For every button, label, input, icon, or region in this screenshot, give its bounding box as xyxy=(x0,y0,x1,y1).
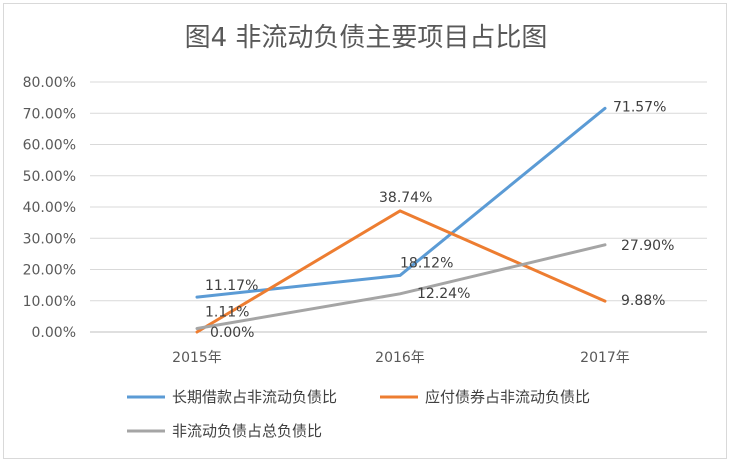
y-tick-label: 70.00% xyxy=(23,106,76,122)
y-tick-label: 10.00% xyxy=(23,294,76,310)
gridlines xyxy=(90,81,707,333)
y-tick-label: 30.00% xyxy=(23,231,76,247)
y-tick-label: 60.00% xyxy=(23,138,76,154)
y-axis-ticks: 0.00% 10.00% 20.00% 30.00% 40.00% 50.00% 60.00… xyxy=(23,75,76,341)
data-label: 38.74% xyxy=(379,190,432,206)
data-label: 27.90% xyxy=(621,238,674,254)
legend-label: 非流动负债占总负债比 xyxy=(172,422,322,440)
data-label: 9.88% xyxy=(621,293,665,309)
x-axis-ticks: 2015年 2016年 2017年 xyxy=(172,350,630,366)
series-lines xyxy=(195,106,607,334)
y-tick-label: 80.00% xyxy=(23,75,76,91)
x-tick-label: 2015年 xyxy=(172,350,222,366)
x-tick-label: 2017年 xyxy=(580,350,630,366)
y-tick-label: 0.00% xyxy=(32,325,76,341)
data-label: 11.17% xyxy=(205,278,258,294)
series-line xyxy=(195,209,607,334)
chart-title: 图4 非流动负债主要项目占比图 xyxy=(185,23,548,53)
data-label: 0.00% xyxy=(210,325,254,341)
series-line xyxy=(195,243,607,330)
x-tick-label: 2016年 xyxy=(375,350,425,366)
data-label: 1.11% xyxy=(205,305,249,321)
data-label: 18.12% xyxy=(400,255,453,271)
data-label: 12.24% xyxy=(417,286,470,302)
y-tick-label: 40.00% xyxy=(23,200,76,216)
y-tick-label: 20.00% xyxy=(23,263,76,279)
data-label: 71.57% xyxy=(613,99,666,115)
legend-label: 应付债券占非流动负债比 xyxy=(425,388,590,406)
legend-label: 长期借款占非流动负债比 xyxy=(172,388,337,406)
series-line xyxy=(195,106,607,299)
y-tick-label: 50.00% xyxy=(23,169,76,185)
data-labels: 11.17% 18.12% 71.57% 0.00% 38.74% 9.88% 1.11% 1… xyxy=(205,99,674,341)
